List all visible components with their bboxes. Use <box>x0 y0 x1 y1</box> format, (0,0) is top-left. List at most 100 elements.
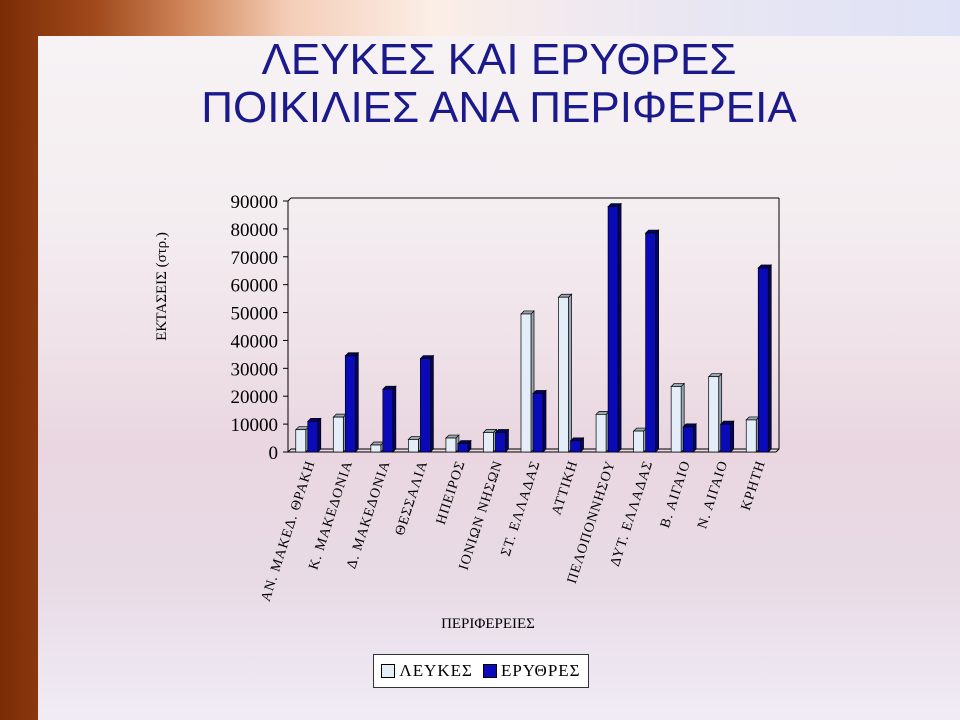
title-line-1: ΛΕΥΚΕΣ ΚΑΙ ΕΡΥΘΡΕΣ <box>261 35 737 84</box>
bar-red-front <box>382 388 394 453</box>
y-tick-label: 30000 <box>231 359 279 380</box>
x-axis-title: ΠΕΡΙΦΕΡΕΙΕΣ <box>441 616 535 632</box>
bar-white <box>632 427 648 453</box>
slide-background <box>38 36 960 720</box>
bar-red-front <box>495 432 506 453</box>
legend-item-white: ΛΕΥΚΕΣ <box>381 661 473 681</box>
bar-white <box>670 382 685 453</box>
y-tick-label: 20000 <box>231 387 279 408</box>
bar-red <box>607 202 622 453</box>
bar-white <box>707 372 723 453</box>
legend-swatch-red <box>482 664 497 678</box>
bar-red-side <box>430 354 434 453</box>
bar-red-front <box>344 355 356 453</box>
bar-red-front <box>720 423 732 453</box>
bar-white-front <box>745 419 757 453</box>
y-axis-title: ΕΚΤΑΣΕΙΣ (στρ.) <box>154 232 170 341</box>
bar-red-side <box>505 428 509 453</box>
y-tick-label: 0 <box>269 443 279 464</box>
x-category-label: ΑΤΤΙΚΗ <box>550 459 582 517</box>
y-tick-label: 40000 <box>231 331 279 352</box>
y-ticks-group: 90000 80000 70000 60000 50000 40000 30000 20000… <box>231 192 288 464</box>
x-category-label: ΗΠΕΙΡΟΣ <box>434 459 469 527</box>
bar-white <box>407 435 423 453</box>
bar-red-front <box>307 420 319 453</box>
legend-label-red: ΕΡΥΘΡΕΣ <box>500 661 581 680</box>
bar-white <box>520 310 535 453</box>
bar-white <box>595 410 610 453</box>
x-axis-title-group: ΠΕΡΙΦΕΡΕΙΕΣ <box>441 616 535 632</box>
bar-red-side <box>655 229 659 453</box>
bar-red-front <box>607 206 619 453</box>
x-category-label: Ν. ΑΙΓΑΙΟ <box>695 459 731 531</box>
bar-white-front <box>483 432 494 453</box>
bar-red <box>306 417 322 453</box>
bars-group <box>294 202 773 453</box>
bar-red <box>682 423 697 453</box>
x-category-label: ΚΡΗΤΗ <box>739 459 769 513</box>
bar-white-front <box>408 439 419 453</box>
bar-red-side <box>730 420 735 453</box>
bar-red-front <box>757 267 769 453</box>
bar-red-front <box>682 426 694 453</box>
bar-red <box>644 229 660 453</box>
bar-red-side <box>692 423 697 453</box>
bar-red <box>532 389 547 453</box>
bar-white-front <box>332 416 344 453</box>
bar-red <box>344 351 360 453</box>
y-tick-label: 80000 <box>231 220 279 241</box>
bar-red <box>569 436 585 453</box>
bar-white-side <box>568 293 572 453</box>
x-category-label: ΣΤ. ΕΛΛΑΔΑΣ <box>499 459 544 559</box>
bar-red <box>757 264 773 453</box>
bar-red-front <box>645 232 656 453</box>
bar-white <box>482 428 498 453</box>
chart-legend: ΛΕΥΚΕΣ ΕΡΥΘΡΕΣ <box>373 654 589 688</box>
bar-red <box>382 385 397 453</box>
bar-red-side <box>317 417 322 453</box>
y-tick-label: 50000 <box>231 304 279 325</box>
x-category-label: ΔΥΤ. ΕΛΛΑΔΑΣ <box>608 459 656 569</box>
bar-white <box>294 425 310 453</box>
page-title: ΛΕΥΚΕΣ ΚΑΙ ΕΡΥΘΡΕΣ ΠΟΙΚΙΛΙΕΣ ΑΝΑ ΠΕΡΙΦΕΡ… <box>38 36 960 132</box>
legend-swatch-white <box>381 664 396 678</box>
bar-red-front <box>532 393 544 453</box>
bar-red-side <box>617 202 622 453</box>
legend-label-white: ΛΕΥΚΕΣ <box>399 661 473 680</box>
frame-floor-left <box>287 448 292 453</box>
bar-white-front <box>558 296 569 453</box>
x-category-label: Β. ΑΙΓΑΙΟ <box>658 459 694 530</box>
bar-white-front <box>370 444 382 453</box>
bar-white-front <box>708 376 720 453</box>
bar-red-front <box>457 443 469 453</box>
y-tick-label: 10000 <box>231 415 279 436</box>
x-category-label: ΘΕΣΣΑΛΙΑ <box>393 459 431 538</box>
bar-red <box>719 420 735 453</box>
bar-red-front <box>420 358 431 453</box>
legend-item-red: ΕΡΥΘΡΕΣ <box>482 661 581 681</box>
title-line-2: ΠΟΙΚΙΛΙΕΣ ΑΝΑ ΠΕΡΙΦΕΡΕΙΑ <box>201 83 797 132</box>
bar-white <box>745 416 761 453</box>
bar-white-front <box>295 429 307 453</box>
frame-edge <box>287 197 292 202</box>
bar-white <box>557 293 573 453</box>
bar-red-side <box>392 385 397 453</box>
bar-white <box>370 441 385 453</box>
bar-red <box>457 439 472 453</box>
bar-red-side <box>354 351 359 453</box>
x-category-label: ΑΝ. ΜΑΚΕΔ. ΘΡΑΚΗ <box>259 459 319 604</box>
bar-red-front <box>570 440 581 453</box>
y-tick-label: 90000 <box>231 192 279 213</box>
y-axis-title-group: ΕΚΤΑΣΕΙΣ (στρ.) <box>154 232 170 341</box>
bar-red <box>494 428 510 453</box>
y-tick-label: 70000 <box>231 248 279 269</box>
bar-white-front <box>670 386 682 453</box>
bar-white-front <box>520 313 532 453</box>
bar-red-side <box>767 264 772 453</box>
bar-red <box>419 354 435 453</box>
bar-red-side <box>542 389 547 453</box>
bar-white <box>445 434 460 453</box>
bar-white-front <box>633 430 644 453</box>
